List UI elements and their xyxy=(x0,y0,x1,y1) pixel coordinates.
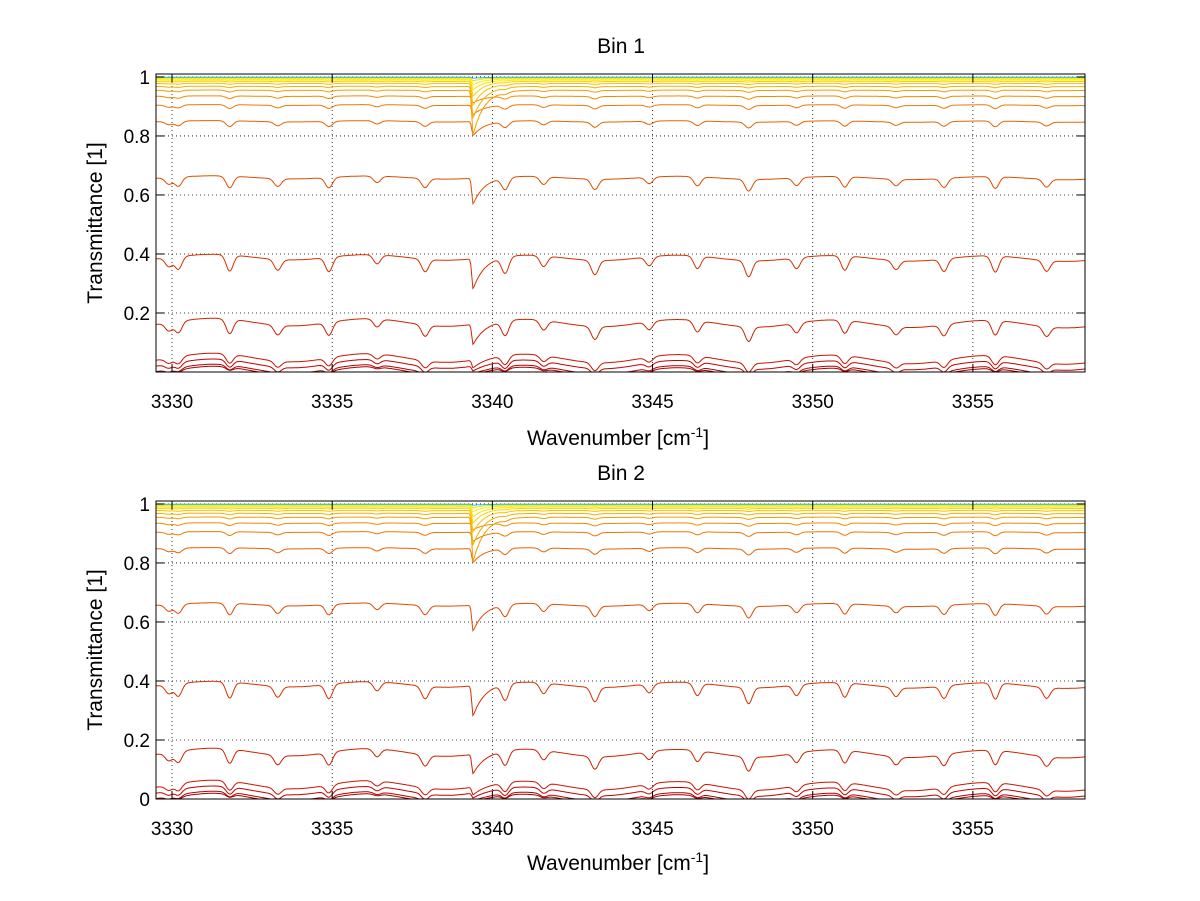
series-line xyxy=(156,120,1085,137)
y-tick-label: 1 xyxy=(139,495,150,516)
y-axis-label: Transmittance [1] xyxy=(84,569,107,730)
x-tick-label: 3350 xyxy=(792,392,834,413)
series-line xyxy=(156,253,1086,290)
series-line xyxy=(156,512,1085,546)
chart-title: Bin 2 xyxy=(597,462,645,485)
series-line xyxy=(155,352,1086,373)
x-ticks: 3330 3335 3340 3345 3350 3355 xyxy=(151,74,994,413)
x-axis-label: Wavenumber [cm-1] xyxy=(527,849,709,875)
x-axis-label-main: Wavenumber [cm xyxy=(527,427,691,450)
series-group xyxy=(155,503,1086,800)
series-line xyxy=(156,507,1085,524)
series-line xyxy=(156,104,1085,116)
y-tick-label: 0.4 xyxy=(124,245,151,266)
y-axis-label: Transmittance [1] xyxy=(84,142,107,303)
series-line xyxy=(156,505,1085,513)
x-tick-label: 3355 xyxy=(952,819,994,840)
x-tick-label: 3335 xyxy=(311,819,353,840)
grid xyxy=(156,74,1085,372)
series-line xyxy=(156,522,1085,531)
series-line xyxy=(155,747,1086,775)
grid xyxy=(156,501,1085,800)
series-line xyxy=(156,78,1085,86)
series-line xyxy=(156,602,1086,632)
x-tick-label: 3330 xyxy=(151,392,193,413)
series-line xyxy=(156,516,1085,562)
series-line xyxy=(156,82,1085,107)
series-line xyxy=(156,175,1086,205)
series-line xyxy=(156,506,1085,518)
x-axis-label-sup: -1 xyxy=(691,849,704,865)
series-line xyxy=(156,79,1085,91)
x-axis-label-end: ] xyxy=(703,427,709,450)
series-line xyxy=(155,317,1086,346)
x-tick-label: 3335 xyxy=(311,392,353,413)
series-line xyxy=(155,785,1086,800)
series-line xyxy=(156,509,1085,534)
panel-bin-2: Bin 2 3330 3335 3340 3345 3350 3355 0 0.2 0.4 0.… xyxy=(84,462,1086,875)
y-tick-label: 0.8 xyxy=(124,554,150,575)
x-axis-label: Wavenumber [cm-1] xyxy=(527,424,709,450)
x-tick-label: 3350 xyxy=(792,819,834,840)
y-tick-label: 0.6 xyxy=(124,613,150,634)
y-ticks: 0.2 0.4 0.6 0.8 1 xyxy=(124,68,1085,325)
series-line xyxy=(155,779,1086,800)
panel-bin-1: Bin 1 3330 3335 3340 3345 3350 3355 0.2 0.4 0.6… xyxy=(84,35,1086,450)
x-axis-label-main: Wavenumber [cm xyxy=(527,852,691,875)
y-tick-label: 0.6 xyxy=(124,186,150,207)
x-ticks: 3330 3335 3340 3345 3350 3355 xyxy=(151,501,994,840)
series-line xyxy=(156,80,1085,97)
x-axis-label-sup: -1 xyxy=(691,424,704,440)
series-line xyxy=(156,547,1085,564)
x-tick-label: 3345 xyxy=(631,819,673,840)
x-tick-label: 3345 xyxy=(631,392,673,413)
x-axis-label-end: ] xyxy=(703,852,709,875)
y-tick-label: 0.4 xyxy=(124,672,151,693)
x-tick-label: 3340 xyxy=(471,819,513,840)
series-line xyxy=(156,89,1085,135)
series-line xyxy=(156,503,1085,506)
x-tick-label: 3330 xyxy=(151,819,193,840)
chart-title: Bin 1 xyxy=(597,35,645,58)
axes-box xyxy=(155,500,1086,800)
y-tick-label: 0 xyxy=(139,790,150,811)
y-tick-label: 0.2 xyxy=(124,304,150,325)
y-tick-label: 0.2 xyxy=(124,731,150,752)
series-line xyxy=(156,85,1085,119)
series-line xyxy=(156,680,1086,717)
series-group xyxy=(155,76,1086,373)
y-ticks: 0 0.2 0.4 0.6 0.8 1 xyxy=(124,495,1085,811)
y-tick-label: 0.8 xyxy=(124,127,150,148)
x-tick-label: 3355 xyxy=(952,392,994,413)
series-line xyxy=(156,76,1085,79)
series-line xyxy=(155,358,1086,373)
series-line xyxy=(156,95,1085,104)
axes-box xyxy=(155,73,1086,373)
y-tick-label: 1 xyxy=(139,68,150,89)
series-line xyxy=(156,531,1085,543)
x-tick-label: 3340 xyxy=(471,392,513,413)
